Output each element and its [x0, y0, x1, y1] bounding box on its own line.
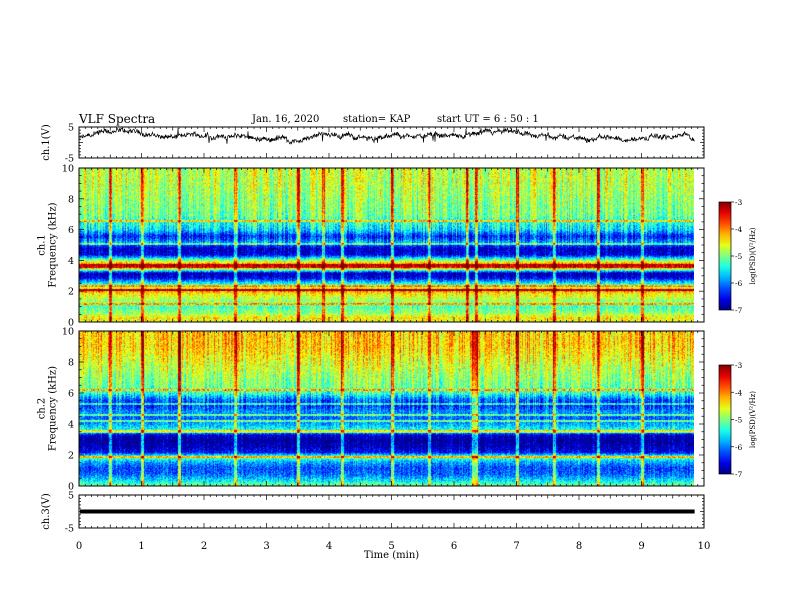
y-tick-label: 5: [68, 123, 74, 134]
x-tick-label: 3: [263, 541, 269, 552]
y-tick-label: 10: [62, 327, 74, 338]
y-tick-label: 4: [68, 420, 74, 431]
y-tick-label: 6: [68, 225, 74, 236]
colorbar-ch2: [718, 364, 732, 475]
colorbar-tick-label: -6: [735, 443, 743, 452]
ch1-waveform-line: [79, 127, 695, 145]
date-label: Jan. 16, 2020: [252, 114, 320, 125]
colorbar-tick-label: -7: [735, 306, 743, 315]
y-tick-label: 5: [68, 491, 74, 502]
chart-title: VLF Spectra: [79, 112, 156, 126]
colorbar-tick-label: -3: [735, 198, 743, 207]
colorbar-tick-label: -5: [735, 416, 743, 425]
colorbar-label: log(PSD)(V²/Hz): [749, 227, 757, 284]
y-tick-label: 2: [68, 287, 74, 298]
x-tick-label: 0: [76, 541, 82, 552]
x-axis-label: Time (min): [364, 550, 419, 561]
x-tick-label: 5: [388, 541, 394, 552]
y-tick-label: 0: [68, 318, 74, 329]
y-tick-label: 8: [68, 358, 74, 369]
station-label: station= KAP: [343, 114, 411, 125]
y-tick-label: 4: [68, 256, 74, 267]
ch1-spectrogram-ylabel: ch.1Frequency (kHz): [37, 202, 59, 287]
colorbar-tick-label: -6: [735, 279, 743, 288]
y-tick-label: -5: [65, 154, 74, 165]
colorbar-tick-label: -7: [735, 470, 743, 479]
y-tick-label: 8: [68, 194, 74, 205]
y-tick-label: -5: [65, 524, 74, 535]
x-tick-label: 2: [201, 541, 207, 552]
x-tick-label: 6: [451, 541, 457, 552]
ch2-spectrogram-ylabel: ch.2Frequency (kHz): [37, 366, 59, 451]
colorbar-label: log(PSD)(V²/Hz): [749, 391, 757, 448]
y-tick-label: 2: [68, 451, 74, 462]
ch1-waveform-ylabel: ch.1(V): [41, 124, 52, 161]
x-tick-label: 7: [513, 541, 519, 552]
y-tick-label: 6: [68, 389, 74, 400]
spectrogram-image-ch2: [79, 331, 694, 486]
start-time-label: start UT = 6 : 50 : 1: [437, 114, 539, 125]
colorbar-tick-label: -4: [735, 225, 743, 234]
colorbar-tick-label: -5: [735, 252, 743, 261]
x-tick-label: 10: [698, 541, 711, 552]
y-tick-label: 10: [62, 164, 74, 175]
colorbar-ch1: [718, 201, 732, 311]
x-tick-label: 1: [138, 541, 144, 552]
colorbar-tick-label: -3: [735, 361, 743, 370]
x-tick-label: 9: [638, 541, 644, 552]
x-tick-label: 4: [326, 541, 332, 552]
x-tick-label: 8: [576, 541, 582, 552]
y-tick-label: 0: [68, 482, 74, 493]
spectrogram-image-ch1: [79, 168, 694, 322]
colorbar-tick-label: -4: [735, 388, 743, 397]
ch3-waveform-ylabel: ch.3(V): [41, 493, 52, 530]
